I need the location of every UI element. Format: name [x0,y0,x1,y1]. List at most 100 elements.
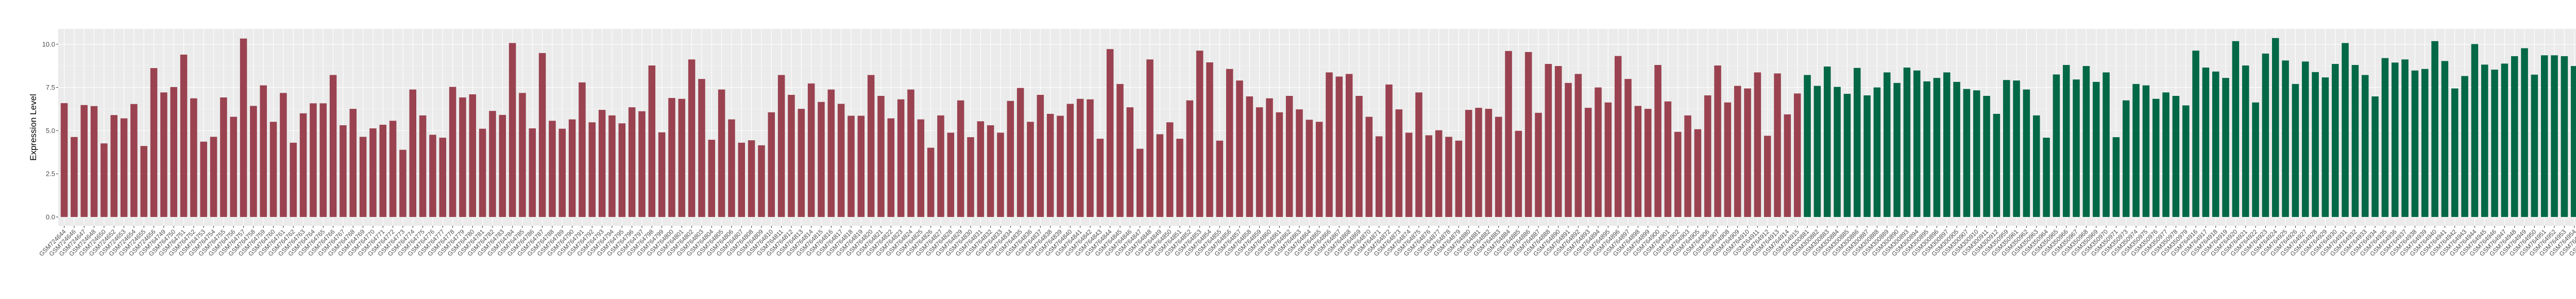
bar-GSM764950 [2531,74,2538,217]
bar-GSM764874 [1405,132,1413,217]
bar-GSM764952 [2551,55,2558,217]
bar-GSM764815 [818,102,825,217]
bar-GSM764923 [2262,53,2269,217]
bar-GSM764901 [1664,101,1672,217]
bar-GSM764869 [1355,96,1363,217]
bar-GSM764929 [2321,77,2329,217]
bar-GSM764778 [449,87,456,217]
bar-GSM300887 [1863,95,1871,217]
bar-GSM350968 [2082,66,2090,217]
bar-GSM300884 [1834,87,1841,217]
bar-GSM764823 [897,99,905,217]
y-tick-label: 7.5 [46,84,55,91]
bar-GSM764850 [1166,122,1174,217]
bar-GSM764767 [340,125,347,217]
bar-GSM764894 [1595,87,1602,217]
bar-GSM764938 [2411,70,2419,217]
y-axis-title: Expression Level [28,94,38,160]
bar-GSM764865 [1315,122,1323,217]
bar-GSM764883 [1495,117,1502,217]
bar-GSM764905 [1694,129,1702,217]
bar-GSM764813 [798,109,805,217]
bar-GSM764899 [1644,109,1652,217]
bar-GSM764822 [887,118,895,217]
bar-GSM764928 [2312,72,2319,217]
bar-GSM764932 [2351,65,2359,217]
bar-GSM764814 [807,83,815,217]
bar-GSM764843 [1096,139,1104,217]
bar-GSM764782 [489,111,496,217]
bar-GSM764878 [1445,137,1452,217]
bar-GSM764811 [777,75,785,217]
bar-GSM350963 [2032,115,2040,217]
bar-GSM300881 [1804,75,1811,217]
bar-GSM764856 [1226,69,1233,217]
bar-GSM764925 [2282,60,2289,217]
bar-GSM350970 [2103,72,2110,217]
bar-GSM764752 [190,98,197,217]
bar-GSM350978 [2172,96,2180,217]
bar-GSM350979 [2182,105,2190,217]
bar-GSM764881 [1475,108,1482,217]
bar-GSM764751 [180,54,188,217]
bar-GSM764797 [638,111,646,217]
bar-GSM764882 [1485,109,1493,217]
bar-GSM764794 [608,115,616,217]
bar-GSM764924 [2272,38,2279,217]
bar-GSM764842 [1087,99,1094,217]
bar-GSM764776 [429,135,436,217]
bar-GSM764788 [549,121,556,217]
bar-GSM764828 [947,132,955,217]
bar-GSM764931 [2342,43,2349,217]
bar-GSM764762 [290,142,297,217]
bar-GSM764941 [2441,61,2449,217]
bar-GSM764759 [260,85,267,217]
bar-GSM764870 [1365,117,1373,217]
bar-GSM764761 [280,93,287,217]
bar-GSM764840 [1066,104,1074,217]
bar-GSM764915 [1793,93,1801,217]
bar-GSM764830 [967,137,974,217]
bar-GSM764947 [2501,63,2509,217]
bar-GSM300890 [1893,82,1901,217]
bar-GSM764750 [170,87,178,217]
bar-GSM764786 [529,128,536,217]
bar-GSM764914 [1784,114,1791,217]
bar-GSM764831 [977,121,985,217]
bar-GSM764917 [2202,68,2210,217]
bar-GSM764940 [2431,41,2438,217]
bar-GSM764863 [1296,109,1303,217]
bar-GSM764836 [1027,122,1034,217]
bar-GSM350967 [2073,79,2080,217]
y-tick-label: 2.5 [46,170,55,178]
bar-GSM764907 [1714,65,1721,217]
bar-GSM764805 [718,89,725,217]
bar-GSM764781 [479,128,486,217]
bar-GSM764859 [1256,107,1263,217]
bar-GSM350959 [2003,80,2010,217]
bar-GSM764927 [2301,61,2309,217]
bar-GSM764876 [1425,135,1433,217]
bar-GSM764864 [1306,120,1313,217]
bar-GSM764896 [1614,56,1622,217]
bar-GSM764949 [2521,48,2528,217]
y-tick-label: 0.0 [46,213,55,221]
bar-GSM764866 [1326,72,1333,217]
bar-GSM764898 [1634,106,1642,217]
bar-GSM350965 [2053,74,2060,217]
bar-GSM764780 [469,94,477,217]
bar-GSM764937 [2401,59,2409,217]
bar-GSM764755 [220,97,227,217]
bar-GSM764854 [1206,62,1213,217]
bar-GSM764877 [1435,130,1443,217]
bar-GSM724650 [100,143,108,217]
bar-GSM764918 [2212,71,2219,217]
bar-GSM764754 [210,137,217,217]
bar-GSM350969 [2092,81,2100,217]
bar-GSM300888 [1873,87,1881,217]
bar-GSM764820 [867,75,875,217]
bar-GSM300907 [1963,89,1971,217]
bar-GSM764768 [349,109,357,217]
bar-GSM764784 [509,43,516,217]
bar-GSM764772 [389,121,397,217]
